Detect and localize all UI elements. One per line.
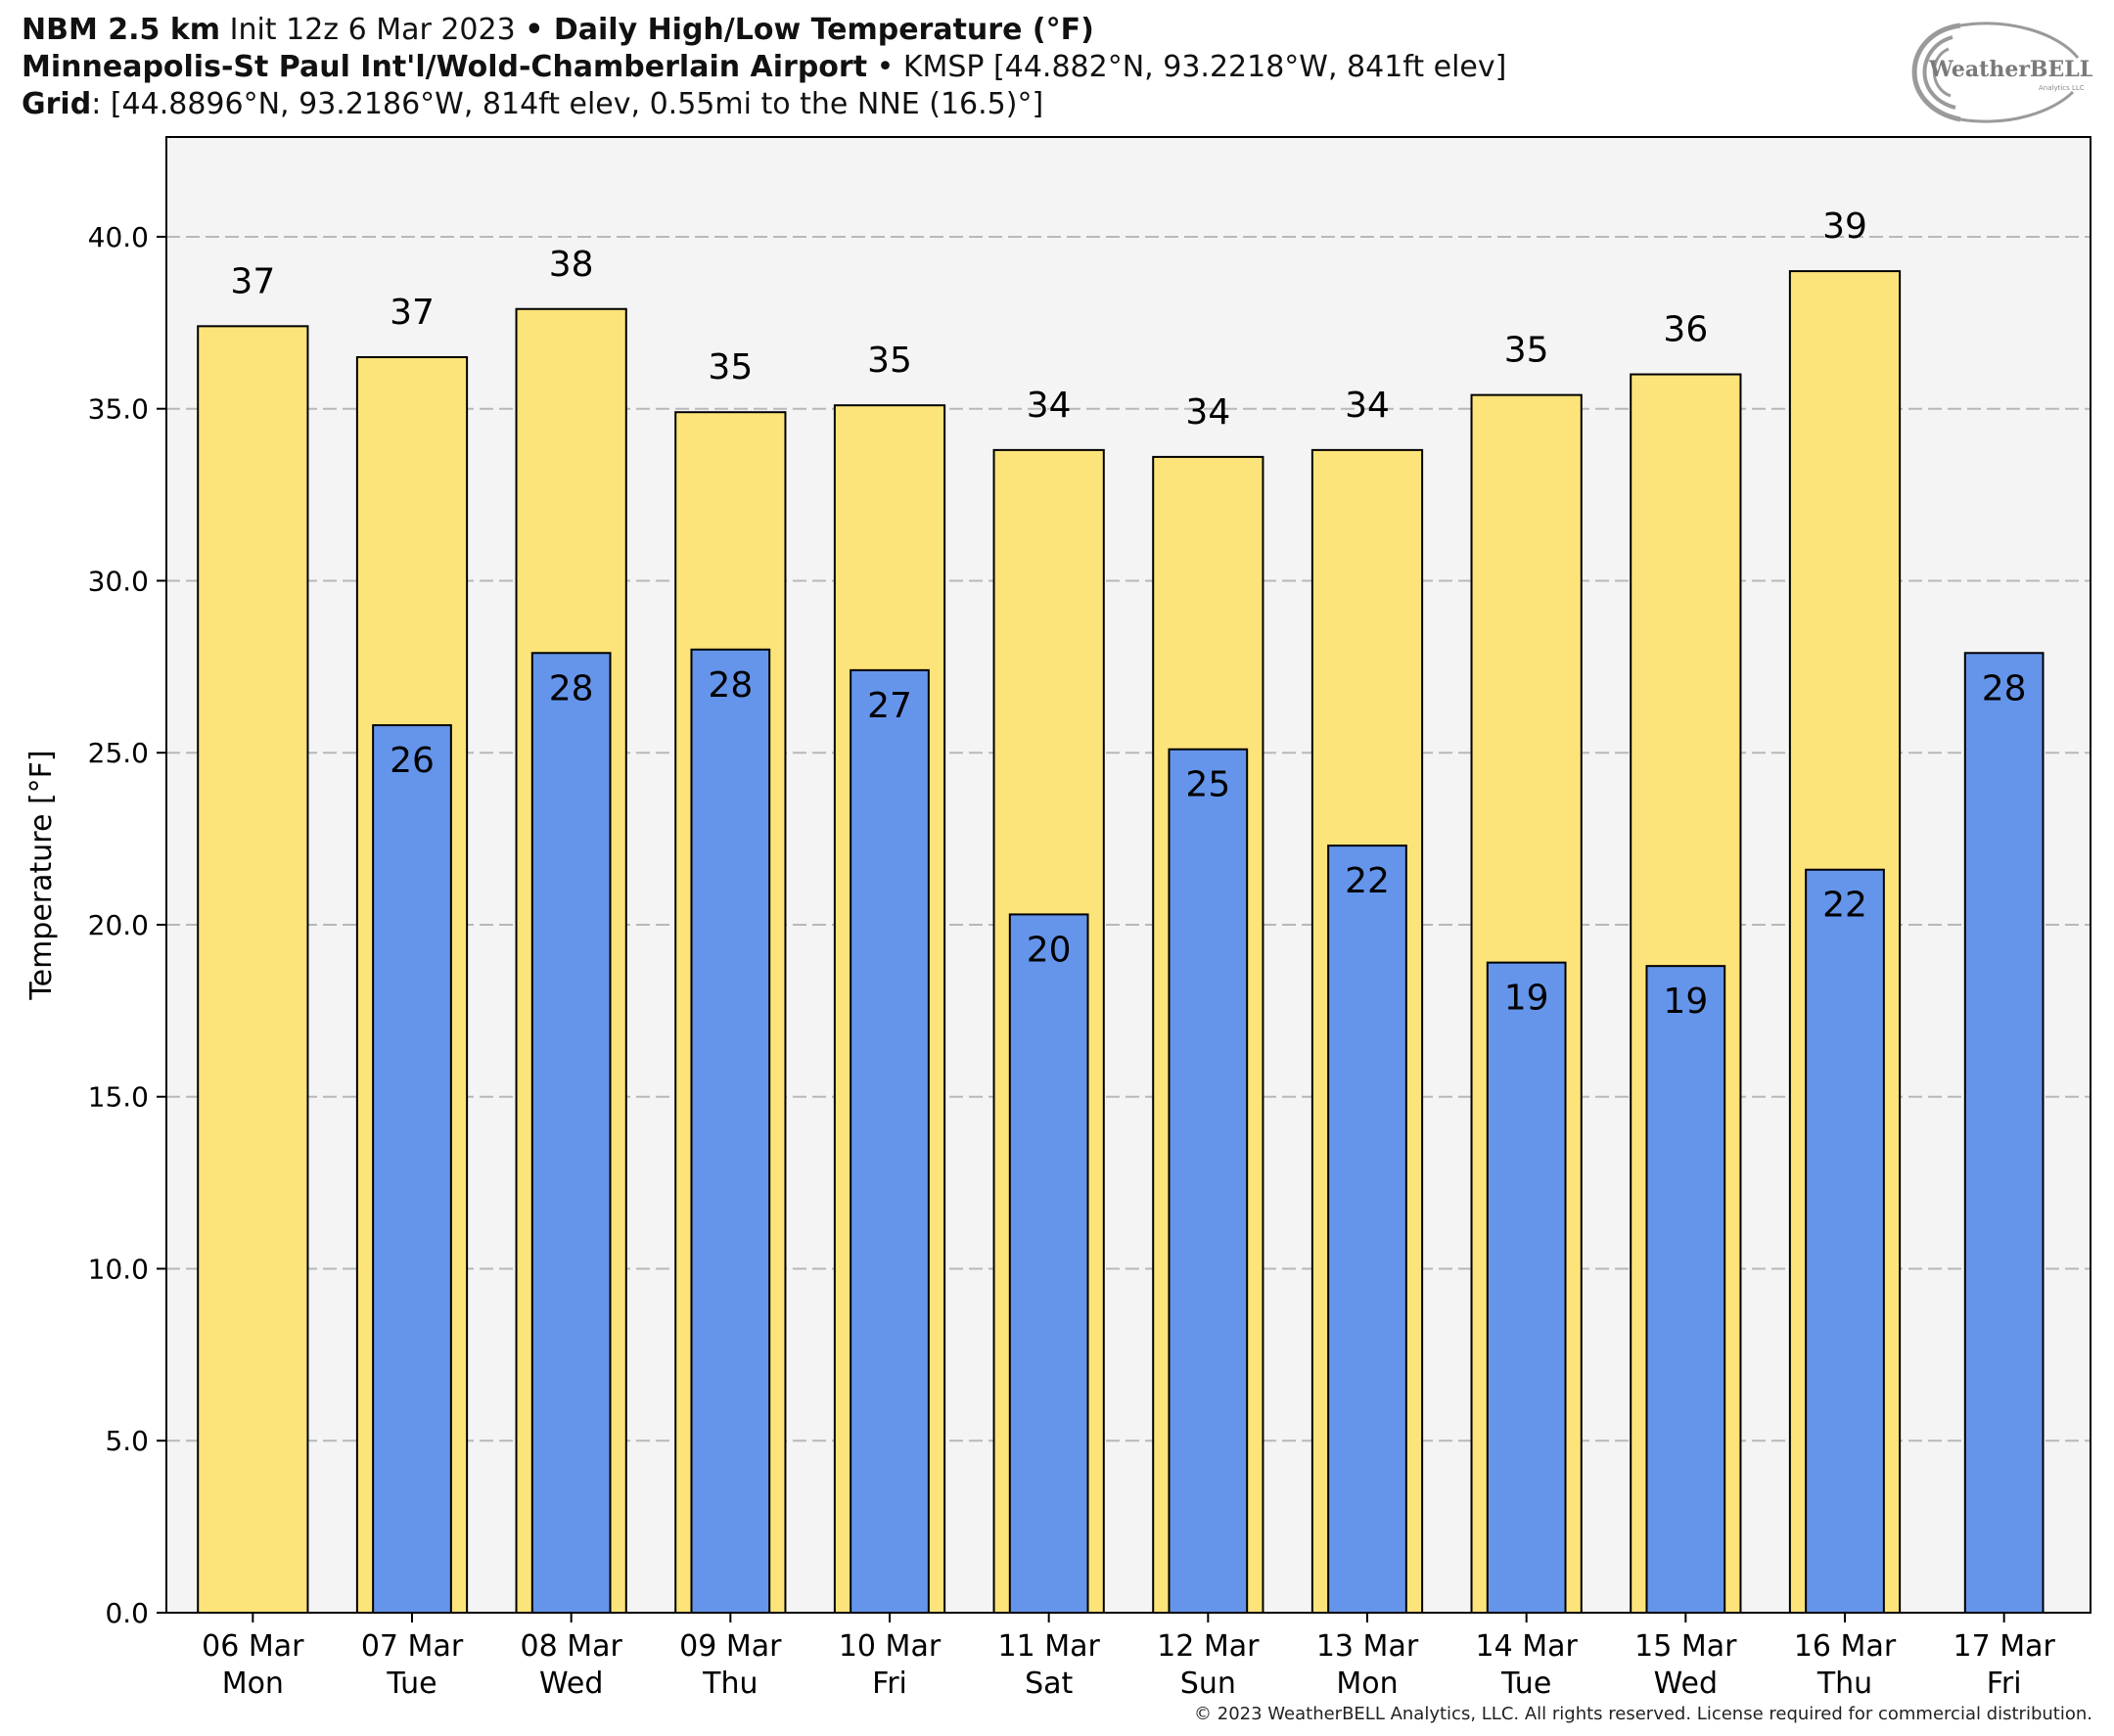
high-value-label: 35	[1504, 331, 1549, 371]
x-tick-day: Sat	[1025, 1667, 1073, 1701]
x-tick-date: 13 Mar	[1316, 1629, 1419, 1664]
low-value-label: 28	[1982, 668, 2027, 708]
x-tick-day: Fri	[1987, 1667, 2022, 1701]
low-value-label: 28	[708, 665, 753, 706]
logo-text: WeatherBELL	[1928, 57, 2092, 82]
y-axis-label: Temperature [°F]	[24, 750, 59, 1000]
y-tick-label: 40.0	[88, 221, 149, 253]
logo-subtext: Analytics LLC	[2039, 84, 2085, 92]
low-bar	[1645, 965, 1726, 1614]
x-tick-date: 12 Mar	[1157, 1629, 1260, 1664]
x-tick-date: 06 Mar	[202, 1629, 304, 1664]
chart-title: Daily High/Low Temperature (°F)	[543, 13, 1094, 47]
low-bar	[1327, 845, 1407, 1614]
low-value-label: 25	[1185, 765, 1230, 805]
station-name: Minneapolis-St Paul Int'l/Wold-Chamberla…	[22, 50, 868, 84]
station-info: • KMSP [44.882°N, 93.2218°W, 841ft elev]	[867, 50, 1507, 84]
high-value-label: 35	[867, 341, 912, 381]
copyright-footer: © 2023 WeatherBELL Analytics, LLC. All r…	[1194, 1704, 2092, 1724]
y-tick-label: 15.0	[88, 1081, 149, 1114]
low-value-label: 19	[1663, 982, 1708, 1022]
y-tick-label: 30.0	[88, 565, 149, 597]
low-bar	[372, 724, 452, 1614]
x-tick-day: Fri	[872, 1667, 907, 1701]
y-axis-ticks: 0.0 5.0 10.0 15.0 20.0 25.0 30.0 35.0 40.0	[88, 221, 166, 1629]
low-value-label: 22	[1822, 886, 1867, 926]
y-tick-label: 0.0	[105, 1597, 149, 1629]
high-value-label: 34	[1027, 386, 1072, 426]
low-bar	[1486, 961, 1567, 1614]
y-tick-label: 20.0	[88, 909, 149, 941]
title-line-2: Minneapolis-St Paul Int'l/Wold-Chamberla…	[22, 49, 1506, 86]
low-bar	[530, 652, 612, 1614]
high-value-label: 35	[708, 347, 753, 388]
x-tick-date: 09 Mar	[679, 1629, 782, 1664]
x-tick-date: 07 Mar	[361, 1629, 464, 1664]
high-value-label: 39	[1822, 206, 1867, 247]
low-value-label: 26	[390, 741, 435, 781]
x-tick-date: 10 Mar	[839, 1629, 942, 1664]
x-tick-date: 16 Mar	[1794, 1629, 1897, 1664]
x-tick-date: 17 Mar	[1953, 1629, 2056, 1664]
low-value-label: 27	[867, 686, 912, 726]
x-tick-date: 15 Mar	[1634, 1629, 1737, 1664]
grid-info: : [44.8896°N, 93.2186°W, 814ft elev, 0.5…	[91, 87, 1044, 121]
x-tick-day: Thu	[1816, 1667, 1872, 1701]
high-value-label: 36	[1663, 310, 1708, 350]
low-bar	[1008, 913, 1089, 1614]
low-temperature-bars	[372, 648, 2045, 1614]
low-bar	[690, 648, 771, 1614]
title-line-3: Grid: [44.8896°N, 93.2186°W, 814ft elev,…	[22, 86, 1506, 123]
low-bar	[850, 668, 930, 1614]
high-value-label: 34	[1345, 386, 1390, 426]
data-labels: 37 37 26 38 28 35 28 35 27 34 20 34 25 34 22 35 19 36 19 39…	[230, 206, 2026, 1022]
low-value-label: 22	[1345, 861, 1390, 901]
high-value-label: 38	[549, 245, 594, 285]
title-line-1: NBM 2.5 km Init 12z 6 Mar 2023 • Daily H…	[22, 12, 1506, 49]
x-tick-day: Tue	[1500, 1667, 1551, 1701]
x-tick-day: Wed	[1654, 1667, 1718, 1701]
plot-frame	[165, 136, 2091, 1614]
x-tick-day: Mon	[1336, 1667, 1398, 1701]
low-value-label: 20	[1027, 930, 1072, 970]
weatherbell-logo: WeatherBELL Analytics LLC	[1911, 22, 2092, 123]
high-value-label: 37	[390, 293, 435, 333]
y-tick-label: 10.0	[88, 1253, 149, 1285]
y-tick-label: 5.0	[105, 1425, 149, 1457]
x-tick-day: Mon	[222, 1667, 284, 1701]
low-bar	[1168, 748, 1249, 1614]
x-tick-day: Tue	[386, 1667, 437, 1701]
init-time: Init 12z 6 Mar 2023	[220, 13, 526, 47]
high-value-label: 34	[1185, 392, 1230, 433]
y-tick-label: 25.0	[88, 737, 149, 769]
gridlines	[166, 235, 2091, 1442]
low-value-label: 19	[1504, 979, 1549, 1019]
x-tick-date: 08 Mar	[521, 1629, 623, 1664]
x-tick-date: 14 Mar	[1476, 1629, 1579, 1664]
plot-area	[165, 136, 2091, 1614]
x-tick-day: Wed	[539, 1667, 603, 1701]
x-tick-date: 11 Mar	[998, 1629, 1101, 1664]
low-bar	[1805, 868, 1885, 1614]
high-value-label: 37	[230, 261, 275, 301]
high-bar	[197, 325, 309, 1614]
x-tick-day: Thu	[702, 1667, 758, 1701]
title-separator: •	[525, 13, 544, 47]
chart-header: NBM 2.5 km Init 12z 6 Mar 2023 • Daily H…	[22, 12, 1506, 123]
low-value-label: 28	[549, 668, 594, 708]
y-tick-label: 35.0	[88, 393, 149, 426]
model-name: NBM 2.5 km	[22, 13, 221, 47]
grid-label: Grid	[22, 87, 92, 121]
low-bar	[1963, 652, 2045, 1614]
x-tick-day: Sun	[1180, 1667, 1236, 1701]
